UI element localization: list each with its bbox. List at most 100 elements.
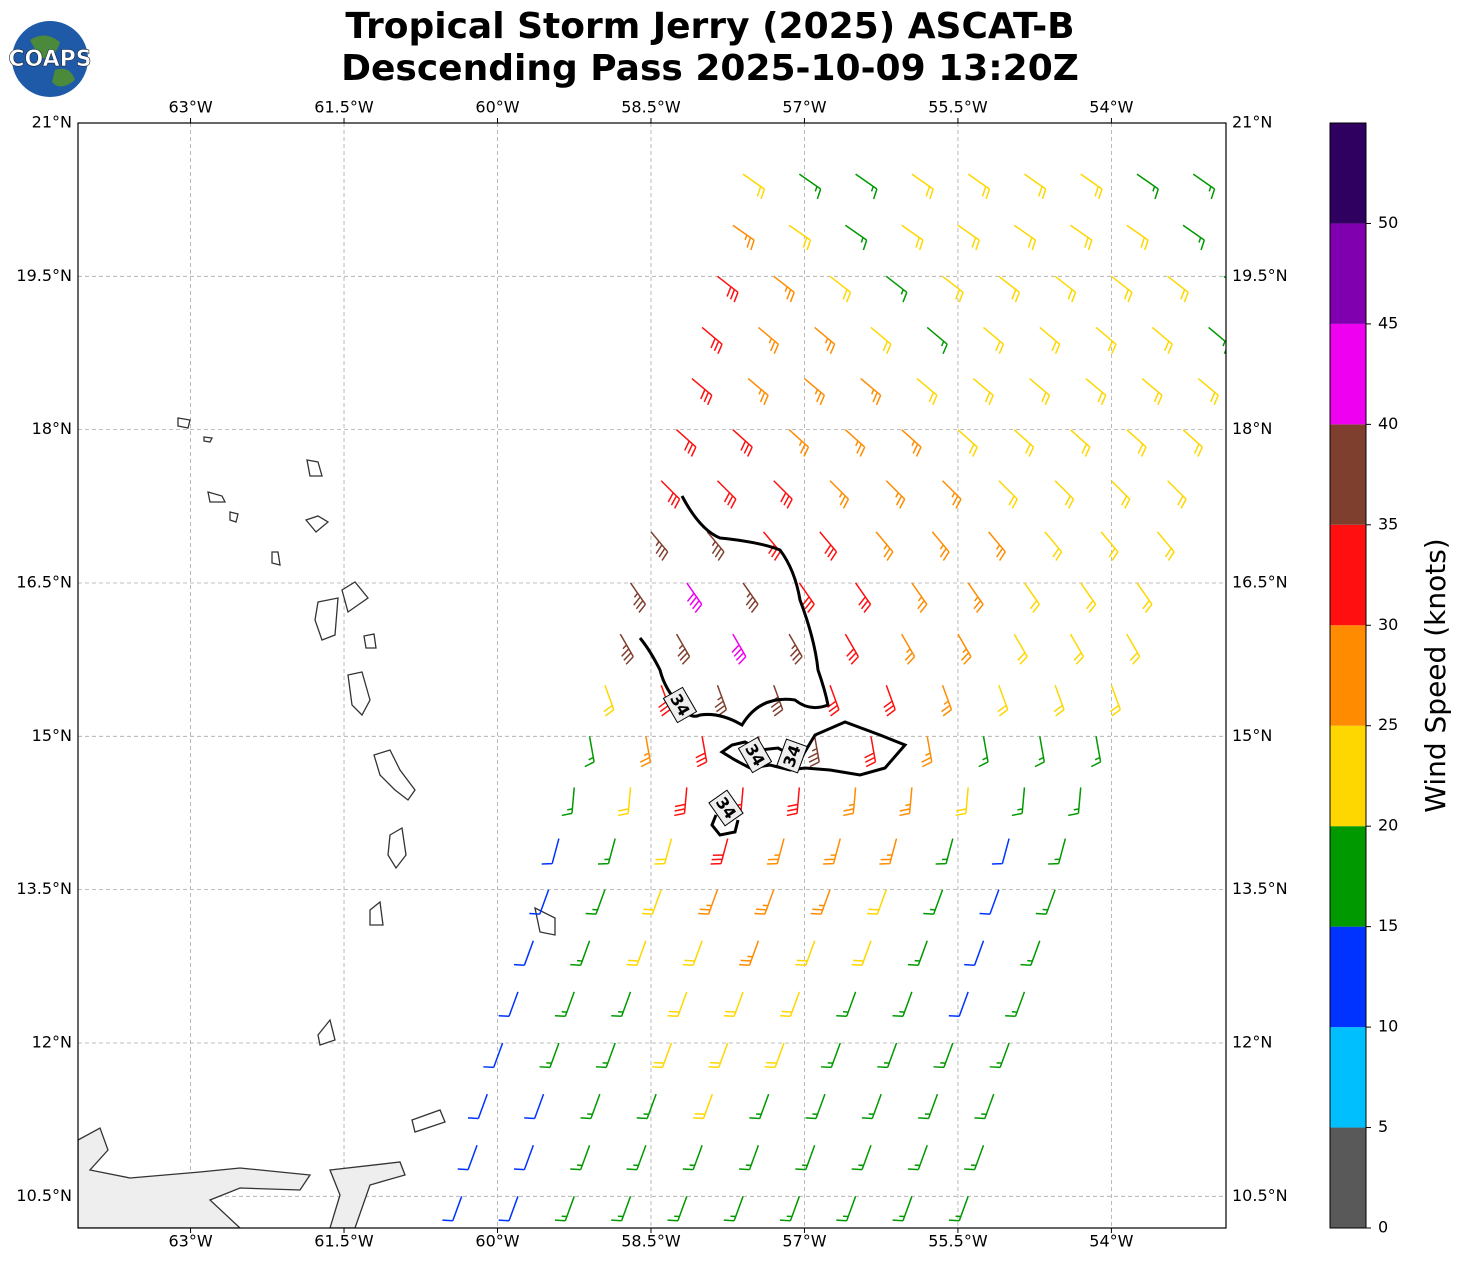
wind-barb — [875, 531, 894, 561]
wind-barb — [1005, 991, 1026, 1018]
barb-glyph — [629, 582, 647, 613]
barb-glyph — [1095, 326, 1117, 355]
x-tick-label: 57°W — [782, 98, 826, 117]
barb-glyph — [597, 838, 616, 865]
wind-barb — [885, 275, 908, 303]
barb-glyph — [739, 940, 760, 966]
colorbar: 0 5 10 15 20 25 30 35 40 45 50 Wind Speed (knots) — [1329, 122, 1452, 1237]
barb-glyph — [883, 684, 896, 717]
barb-glyph — [650, 531, 669, 561]
wind-barb — [911, 173, 934, 200]
wind-barb — [836, 1196, 857, 1222]
wind-barb — [997, 684, 1009, 717]
wind-barb — [942, 275, 964, 303]
barb-glyph — [554, 991, 575, 1018]
barb-glyph — [1126, 633, 1141, 665]
barb-glyph — [836, 991, 857, 1018]
wind-barb — [691, 377, 713, 406]
wind-barb — [991, 838, 1010, 865]
wind-barb — [926, 326, 948, 355]
barb-glyph — [983, 326, 1005, 355]
barb-glyph — [855, 173, 878, 200]
barb-glyph — [617, 787, 632, 817]
colorbar-tick-label: 10 — [1378, 1017, 1398, 1036]
barb-glyph — [754, 889, 775, 915]
wind-barb — [957, 224, 980, 251]
wind-barb — [786, 787, 801, 817]
colorbar-bin — [1330, 625, 1366, 726]
barb-glyph — [561, 787, 575, 817]
wind-barb — [1095, 326, 1117, 355]
barb-glyph — [529, 889, 550, 915]
wind-barb — [1034, 736, 1046, 768]
wind-barb — [611, 1196, 632, 1222]
barb-glyph — [827, 684, 840, 717]
wind-barb — [798, 173, 822, 200]
wind-barb — [1110, 275, 1133, 303]
barb-glyph — [757, 326, 780, 355]
wind-barbs — [442, 173, 1226, 1222]
wind-barb — [870, 326, 892, 355]
barb-glyph — [921, 736, 933, 768]
wind-barb — [901, 633, 916, 665]
wind-barb — [989, 1042, 1010, 1069]
barb-glyph — [498, 991, 519, 1018]
chart-subtitle: Descending Pass 2025-10-09 13:20Z — [341, 48, 1079, 89]
wind-barb — [626, 940, 647, 966]
barb-glyph — [851, 1144, 872, 1171]
x-tick-label: 61.5°W — [314, 1232, 374, 1251]
y-tick-label: 19.5°N — [16, 266, 72, 285]
barb-glyph — [1039, 326, 1061, 355]
x-tick-label: 61.5°W — [314, 98, 374, 117]
barb-glyph — [997, 684, 1009, 717]
wind-barb — [561, 787, 575, 817]
barb-glyph — [1054, 480, 1075, 509]
barb-glyph — [972, 377, 994, 406]
colorbar-bin — [1330, 1027, 1366, 1128]
coastline — [369, 900, 384, 926]
barb-glyph — [1156, 531, 1175, 561]
colorbar-tick-label: 30 — [1378, 615, 1398, 634]
barb-glyph — [1197, 377, 1219, 406]
y-tick-label: 21°N — [32, 113, 72, 132]
wind-barb — [766, 838, 785, 865]
barb-glyph — [805, 1093, 826, 1120]
wind-barb — [860, 377, 882, 406]
barb-glyph — [836, 1196, 857, 1222]
wind-barb — [570, 1144, 591, 1171]
barb-glyph — [595, 1042, 616, 1069]
wind-barb — [854, 582, 872, 613]
barb-glyph — [1192, 173, 1216, 200]
wind-barb — [611, 991, 632, 1018]
contour-label-box — [776, 738, 808, 774]
wind-barb — [916, 377, 938, 406]
wind-barb — [717, 275, 739, 303]
wind-barb — [1182, 224, 1206, 251]
barb-glyph — [854, 582, 872, 613]
x-tick-label: 57°W — [782, 1232, 826, 1251]
barb-glyph — [457, 1144, 478, 1171]
wind-barb — [948, 1196, 969, 1222]
coastline — [373, 749, 416, 801]
wind-barb — [580, 1093, 601, 1120]
barb-glyph — [875, 531, 894, 561]
barb-glyph — [788, 633, 803, 665]
barb-glyph — [998, 275, 1021, 303]
wind-barb — [585, 889, 606, 915]
colorbar-bin — [1330, 323, 1366, 425]
wind-barb — [957, 633, 972, 665]
wind-barb — [1039, 326, 1061, 355]
wind-barb — [979, 889, 1000, 915]
barb-glyph — [1023, 173, 1047, 200]
barb-glyph — [823, 838, 841, 865]
wind-barb — [682, 1144, 703, 1171]
barb-glyph — [554, 1196, 575, 1222]
barb-glyph — [695, 736, 708, 768]
wind-barb — [1069, 633, 1085, 665]
wind-barb — [1151, 326, 1173, 355]
coastline — [329, 1161, 406, 1228]
wind-barb — [810, 889, 831, 915]
barb-glyph — [935, 838, 954, 865]
wind-barb — [807, 736, 820, 768]
coastline — [363, 633, 377, 649]
